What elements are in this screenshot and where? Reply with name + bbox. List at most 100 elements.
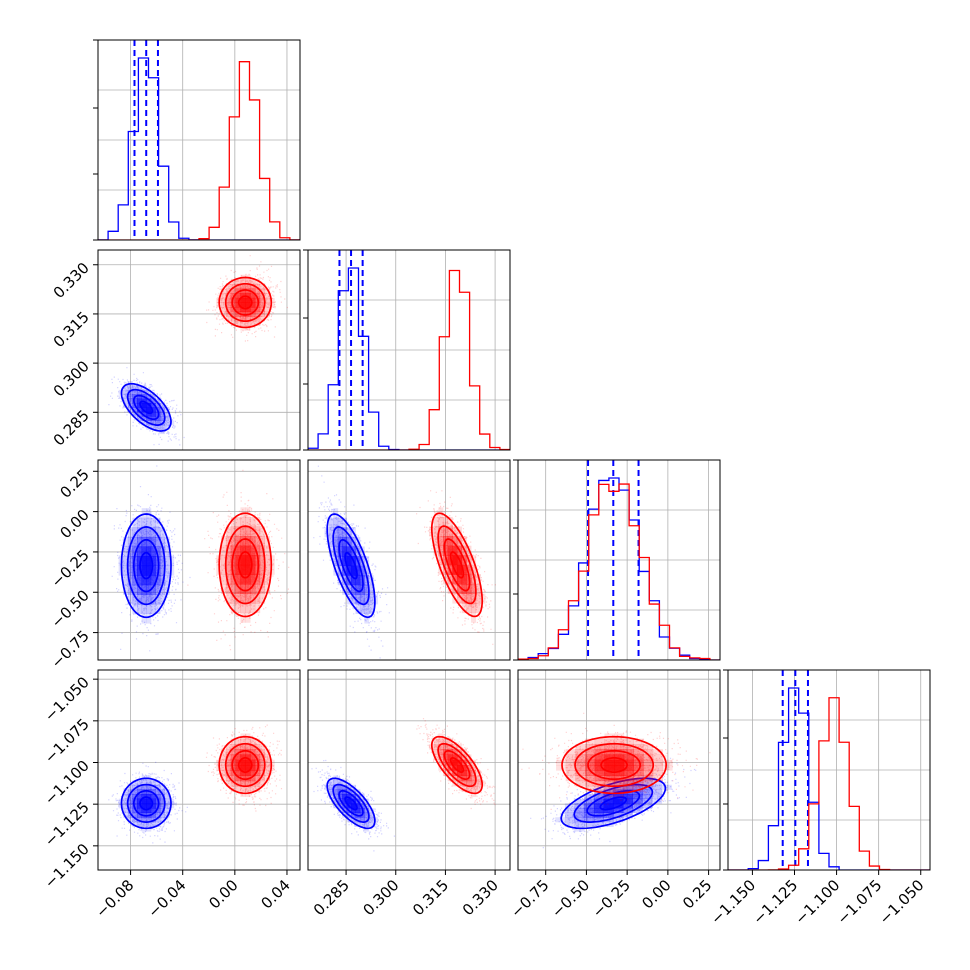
contour-level-0 xyxy=(237,551,253,579)
contours-series-0 xyxy=(326,777,376,830)
density-cell xyxy=(355,603,361,614)
scatter-point-cloud xyxy=(187,469,290,651)
density-cell xyxy=(123,546,129,557)
density-cell xyxy=(225,302,232,308)
density-cell xyxy=(264,584,270,594)
density-cell xyxy=(221,311,227,317)
density-cell xyxy=(164,565,170,576)
density-cell xyxy=(132,385,138,391)
contour-level-2 xyxy=(224,525,266,605)
density-cell xyxy=(230,316,236,322)
panel-1-3 xyxy=(307,669,511,871)
density-cell xyxy=(245,584,251,594)
density-cell xyxy=(438,555,444,566)
contour-level-2 xyxy=(126,388,166,426)
density-cell xyxy=(593,821,605,827)
density-cell xyxy=(264,555,270,566)
density-cell xyxy=(127,394,133,400)
density-cell xyxy=(155,603,161,614)
density-cell xyxy=(235,738,241,745)
y-tick-label: 0.330 xyxy=(50,259,93,302)
density-cell xyxy=(230,555,236,566)
density-cell xyxy=(457,765,463,771)
density-cell xyxy=(150,411,156,417)
density-cell xyxy=(259,749,266,755)
density-cell xyxy=(235,545,241,556)
density-cell xyxy=(337,784,343,790)
density-cell xyxy=(466,603,472,614)
density-cell xyxy=(475,775,481,782)
density-cell xyxy=(235,316,241,322)
density-cell xyxy=(652,789,663,795)
density-cell xyxy=(169,803,175,809)
panel-frame xyxy=(97,459,301,661)
histogram-series-1 xyxy=(308,269,510,450)
density-cell xyxy=(346,784,352,790)
density-cell xyxy=(642,794,653,800)
density-cell xyxy=(346,527,352,538)
density-cell xyxy=(137,407,143,413)
density-cell xyxy=(160,794,166,800)
density-cell xyxy=(254,780,261,787)
density-cell xyxy=(225,307,232,313)
density-cell xyxy=(368,584,374,595)
density-cell xyxy=(575,775,586,782)
density-cell xyxy=(364,575,370,586)
density-cell xyxy=(164,416,170,421)
density-cell xyxy=(259,743,266,750)
density-cell xyxy=(264,749,270,755)
density-cell xyxy=(240,612,246,623)
density-cell xyxy=(475,574,481,585)
density-cell xyxy=(240,603,246,614)
density-cell xyxy=(245,612,251,623)
density-cell xyxy=(235,536,241,547)
x-tick-label: 0.330 xyxy=(459,876,502,919)
density-cell xyxy=(623,765,634,771)
density-cell xyxy=(127,536,133,547)
density-cell xyxy=(127,527,133,538)
density-cell xyxy=(661,784,672,790)
density-cell xyxy=(457,574,463,585)
density-cell xyxy=(594,765,605,771)
density-cell xyxy=(264,293,270,299)
density-cell xyxy=(623,738,634,745)
density-cell xyxy=(150,780,156,786)
density-cell xyxy=(245,738,251,745)
density-cell xyxy=(137,584,143,595)
density-cell xyxy=(137,565,143,576)
density-cell xyxy=(146,794,152,800)
density-cell xyxy=(250,593,256,604)
density-cell xyxy=(652,794,663,800)
density-cell xyxy=(652,780,663,786)
density-cell xyxy=(137,812,143,818)
density-cell xyxy=(351,803,356,809)
histogram-series-0 xyxy=(98,57,300,240)
contour-level-1 xyxy=(586,789,641,817)
density-cell xyxy=(346,798,352,804)
density-cell xyxy=(461,593,467,604)
density-cell xyxy=(250,603,256,614)
density-cell xyxy=(132,603,138,614)
density-cell xyxy=(622,784,634,790)
density-cell xyxy=(614,791,625,797)
density-cell xyxy=(141,603,147,614)
density-cell xyxy=(127,807,133,814)
density-cell xyxy=(150,407,156,413)
density-cell xyxy=(264,307,270,313)
density-cell xyxy=(137,536,143,547)
histogram-series-1 xyxy=(98,61,300,240)
density-cell xyxy=(250,555,256,566)
density-cell xyxy=(264,754,270,761)
density-cell xyxy=(127,385,133,391)
density-cell xyxy=(337,556,343,567)
y-tick-label: −1.150 xyxy=(41,840,93,892)
density-cell xyxy=(240,765,246,771)
density-cell xyxy=(137,389,143,395)
density-cell xyxy=(235,307,241,313)
density-cell xyxy=(632,784,643,790)
density-cell xyxy=(633,786,644,792)
density-cell xyxy=(438,526,444,537)
density-cell xyxy=(127,803,133,809)
contour-level-3 xyxy=(326,513,376,619)
density-cell xyxy=(438,516,444,527)
